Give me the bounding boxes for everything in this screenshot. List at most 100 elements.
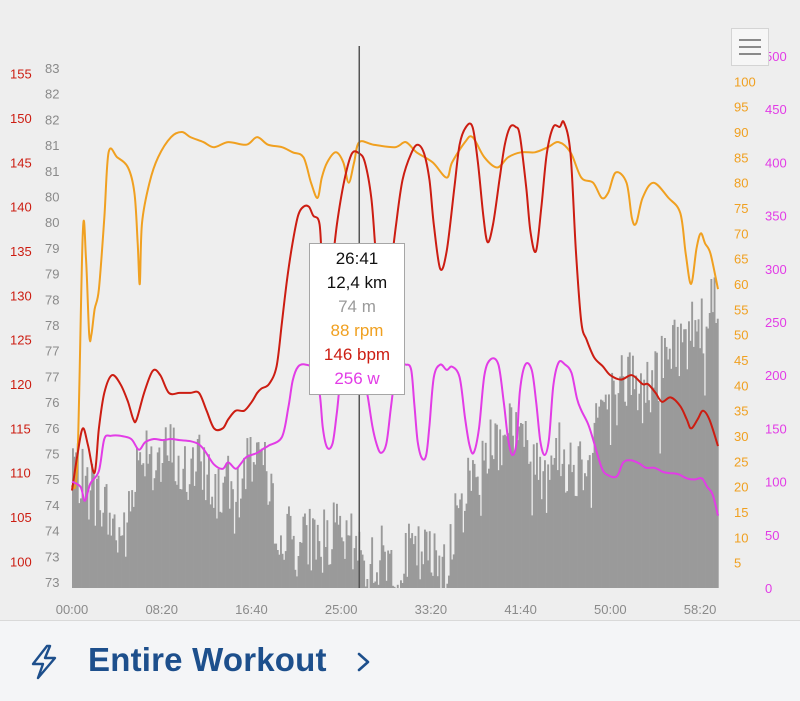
elevation-bar [177, 455, 180, 588]
elevation-bar [275, 543, 278, 588]
elevation-bar [310, 570, 313, 588]
elevation-bar [481, 440, 484, 588]
elevation-bar [630, 395, 633, 588]
elevation-bar [168, 461, 170, 588]
elevation-bar [534, 474, 537, 588]
elevation-bar [262, 465, 265, 588]
elevation-bar [468, 470, 471, 588]
elevation-bar [427, 560, 430, 588]
hamburger-menu-icon-bar [739, 53, 761, 55]
elevation-bar [92, 470, 95, 588]
elevation-bar [448, 575, 450, 588]
cadence-tick-label: 95 [734, 100, 748, 115]
elevation-bar [390, 550, 393, 588]
cadence-tick-label: 55 [734, 302, 748, 317]
elevation-bar [465, 503, 468, 588]
elevation-bar [544, 460, 546, 588]
elevation-bar [702, 353, 705, 588]
elevation-bar [664, 338, 666, 588]
elevation-bar [104, 486, 106, 588]
power-tick-label: 300 [765, 262, 787, 277]
elevation-bar [576, 496, 578, 588]
elevation-bar [464, 510, 466, 588]
elevation-bar [97, 475, 100, 588]
elevation-bar [337, 524, 340, 588]
elevation-bar [217, 468, 220, 588]
elevation-bar [289, 515, 292, 588]
elevation-bar [131, 490, 134, 588]
time-tick-label: 33:20 [415, 602, 448, 617]
elevation-bar [134, 491, 137, 588]
elevation-bar [160, 481, 162, 588]
elevation-bar [84, 475, 87, 588]
elevation-bar [200, 461, 202, 588]
elevation-tick-label: 75 [45, 447, 59, 462]
data-tooltip: 26:41 12,4 km 74 m 88 rpm 146 bpm 256 w [309, 243, 405, 395]
elevation-bar [435, 550, 438, 588]
elevation-bar [716, 318, 719, 588]
elevation-bar [540, 499, 543, 588]
elevation-bar [244, 489, 247, 588]
elevation-bar [387, 550, 390, 588]
heart-rate-tick-label: 140 [10, 200, 32, 215]
elevation-bar [675, 366, 678, 588]
time-tick-label: 41:40 [504, 602, 537, 617]
elevation-bar [433, 533, 436, 588]
elevation-bar [152, 490, 154, 588]
elevation-bar [241, 478, 244, 588]
elevation-bar [206, 474, 209, 588]
cadence-tick-label: 20 [734, 480, 748, 495]
elevation-bar [216, 518, 218, 588]
elevation-bar [251, 481, 254, 588]
elevation-bar [196, 439, 199, 588]
cadence-tick-label: 80 [734, 176, 748, 191]
elevation-bar [491, 455, 494, 588]
elevation-bar [164, 427, 167, 588]
elevation-bar [614, 394, 617, 588]
elevation-tick-label: 76 [45, 421, 59, 436]
elevation-bar [556, 470, 559, 588]
elevation-bar [568, 464, 570, 588]
elevation-bar [228, 508, 231, 588]
elevation-bar [665, 346, 668, 588]
elevation-bar [681, 342, 684, 588]
elevation-tick-label: 74 [45, 524, 59, 539]
elevation-bar [676, 326, 679, 588]
elevation-bar [169, 424, 172, 588]
cadence-tick-label: 35 [734, 404, 748, 419]
entire-workout-button[interactable]: Entire Workout [0, 620, 800, 701]
elevation-bar [516, 440, 519, 588]
chevron-right-icon [357, 652, 370, 672]
elevation-bar [238, 517, 241, 588]
elevation-bar [353, 548, 356, 588]
elevation-bar [558, 422, 561, 588]
elevation-bar [156, 452, 159, 588]
elevation-bar [689, 340, 692, 588]
elevation-bar [585, 476, 588, 588]
elevation-bar [550, 455, 553, 588]
elevation-bar [616, 425, 618, 588]
elevation-bar [574, 495, 577, 588]
elevation-bar [102, 512, 105, 588]
elevation-tick-label: 79 [45, 267, 59, 282]
elevation-bar [294, 569, 297, 588]
elevation-bar [332, 502, 335, 588]
elevation-bar [553, 458, 556, 588]
menu-button[interactable] [731, 28, 769, 66]
elevation-bar [715, 323, 718, 588]
elevation-bar [185, 491, 188, 588]
elevation-bar [592, 452, 594, 588]
elevation-bar [619, 376, 622, 588]
elevation-bar [620, 355, 623, 588]
elevation-bar [176, 484, 178, 588]
elevation-bar [360, 550, 362, 588]
elevation-bar [612, 380, 615, 588]
elevation-bar [273, 543, 276, 588]
elevation-bar [249, 437, 252, 588]
elevation-bar [497, 470, 500, 588]
elevation-bar [179, 489, 182, 588]
power-tick-label: 50 [765, 528, 779, 543]
elevation-bar [489, 419, 492, 588]
elevation-bar [603, 402, 606, 588]
